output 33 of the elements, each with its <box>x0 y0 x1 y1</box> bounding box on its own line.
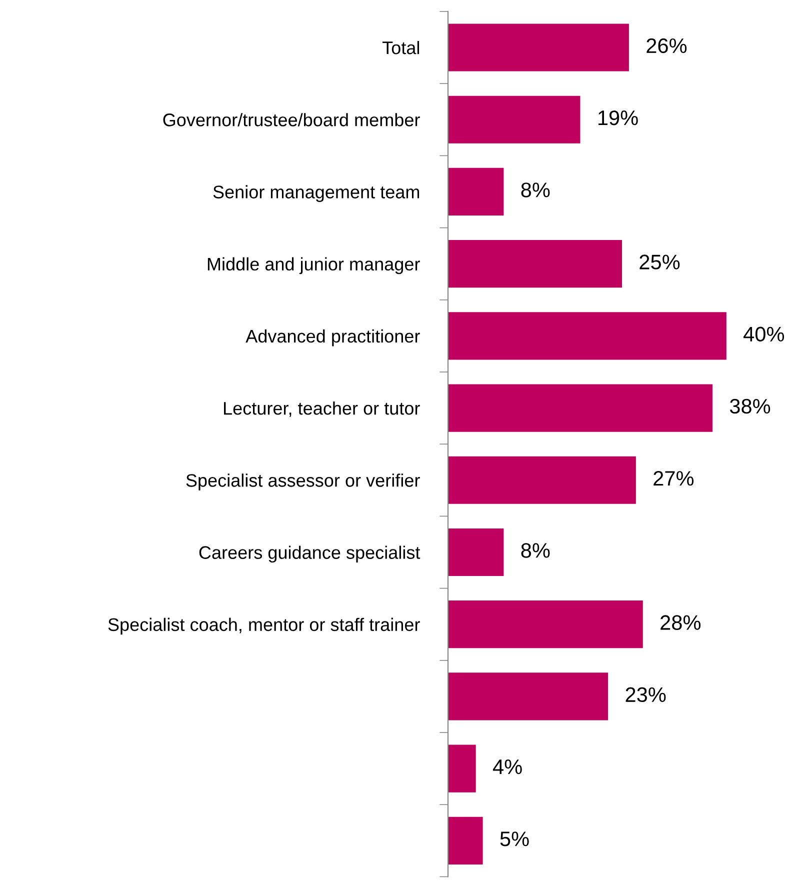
bar <box>448 24 629 72</box>
data-label: 25% <box>640 254 680 270</box>
bar <box>448 168 504 216</box>
data-label: 38% <box>730 398 770 414</box>
y-tick-label: Lecturer, teacher or tutor <box>224 401 420 417</box>
data-label: 8% <box>521 543 550 558</box>
y-tick-label: Governor/trustee/board member <box>163 113 420 126</box>
bar <box>448 384 712 432</box>
data-label: 23% <box>626 687 666 702</box>
y-tick-label: Careers guidance specialist <box>199 546 420 563</box>
bar <box>448 456 636 504</box>
bar <box>448 240 622 288</box>
y-tick-label: Middle and junior manager <box>208 257 420 274</box>
bar <box>448 528 504 576</box>
data-label: 28% <box>660 615 701 630</box>
data-label: 26% <box>646 38 687 54</box>
data-label: 5% <box>500 832 529 846</box>
bar <box>448 672 608 720</box>
bar <box>448 744 476 792</box>
data-label: 8% <box>521 182 550 198</box>
bar <box>448 96 580 144</box>
y-tick-label: Advanced practitioner <box>246 329 420 346</box>
data-label: 40% <box>744 326 784 342</box>
bar <box>448 312 726 360</box>
bar <box>448 600 643 648</box>
y-tick-label: Specialist coach, mentor or staff trainer <box>108 618 420 635</box>
bar <box>448 816 483 864</box>
data-label: 27% <box>654 470 694 486</box>
data-label: 4% <box>492 759 522 774</box>
y-tick-label: Senior management team <box>213 185 420 202</box>
y-tick-label: Total <box>382 40 420 54</box>
data-label: 19% <box>598 110 638 126</box>
y-tick-label: Specialist assessor or verifier <box>186 474 420 490</box>
